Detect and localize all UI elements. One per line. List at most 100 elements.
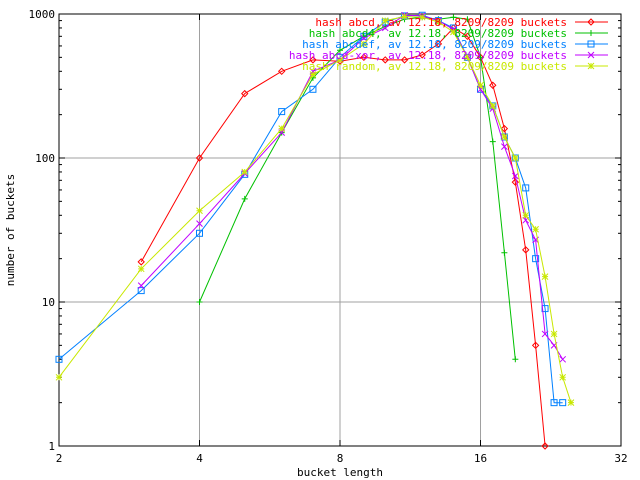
legend-label: hash abcdef, av 12.18, 8209/8209 buckets [302, 38, 567, 51]
data-point [501, 143, 508, 150]
data-point [511, 172, 519, 180]
data-point [277, 67, 286, 76]
y-axis-label: number of buckets [4, 174, 17, 287]
legend: hash abcd, av 12.18, 8209/8209 bucketsha… [289, 16, 608, 73]
data-point [477, 81, 484, 89]
x-tick-label: 2 [56, 452, 63, 465]
y-tick-label: 1 [48, 440, 55, 453]
data-point [531, 341, 540, 350]
y-tick-label: 10 [42, 296, 55, 309]
legend-label: hash random, av 12.18, 8209/8209 buckets [302, 60, 567, 73]
legend-marker [587, 18, 595, 26]
data-point [522, 246, 530, 254]
data-point [55, 373, 63, 381]
data-point [196, 207, 203, 215]
data-point [434, 40, 443, 48]
data-point [559, 373, 567, 381]
data-point [360, 34, 368, 42]
x-tick-label: 8 [337, 452, 344, 465]
data-point [381, 24, 389, 32]
data-point [336, 56, 344, 64]
data-point [511, 178, 520, 186]
data-point [360, 40, 368, 48]
data-point [489, 138, 496, 145]
data-point [489, 102, 497, 110]
data-point [360, 53, 368, 62]
data-point [477, 54, 484, 61]
data-point [337, 47, 343, 54]
data-point [241, 168, 249, 176]
data-point [55, 355, 63, 363]
data-point [278, 108, 286, 116]
data-point [137, 287, 145, 295]
data-point [501, 133, 508, 141]
data-point [309, 71, 317, 78]
data-point [541, 330, 549, 338]
data-point [532, 255, 540, 263]
data-point [196, 220, 203, 228]
data-point [464, 16, 471, 23]
data-point [381, 17, 389, 24]
x-axis-label: bucket length [297, 466, 383, 479]
data-point [196, 299, 203, 305]
legend-label: hash abcd-xor, av 12.18, 8209/8209 bucke… [289, 49, 567, 62]
data-point [559, 355, 567, 363]
data-point [559, 399, 567, 407]
legend-marker [587, 62, 595, 70]
data-point [550, 330, 558, 338]
legend-entry-4: hash abcd-xor, av 12.18, 8209/8209 bucke… [289, 49, 608, 62]
x-tick-label: 4 [196, 452, 203, 465]
legend-marker [588, 30, 594, 36]
legend-entry-5: hash random, av 12.18, 8209/8209 buckets [302, 60, 608, 73]
x-tick-label: 16 [474, 452, 487, 465]
data-point [400, 56, 409, 64]
legend-marker [587, 51, 595, 59]
legend-entry-1: hash abcd, av 12.18, 8209/8209 buckets [315, 16, 608, 29]
y-tick-label: 1000 [29, 8, 56, 21]
data-point [450, 28, 457, 36]
axis-ticks: 2 4 8 16 32 1 10 100 1000 [29, 8, 628, 465]
data-point [195, 154, 204, 162]
data-point [511, 154, 519, 162]
data-point [450, 14, 457, 21]
data-point [241, 195, 248, 202]
data-point [401, 13, 408, 20]
data-point [522, 184, 530, 192]
data-point [550, 399, 558, 407]
series-line [140, 27, 546, 447]
series-lines [55, 11, 575, 450]
data-point [522, 211, 530, 219]
data-point [435, 18, 442, 26]
grid [59, 14, 621, 446]
data-point [137, 265, 145, 273]
legend-marker [587, 40, 595, 48]
x-tick-label: 32 [614, 452, 627, 465]
legend-label: hash abcd4, av 12.18, 8209/8209 buckets [309, 27, 567, 40]
data-point [489, 81, 497, 89]
data-point [567, 399, 575, 407]
data-point [541, 273, 549, 280]
legend-label: hash abcd, av 12.18, 8209/8209 buckets [315, 16, 567, 29]
series-5 [55, 13, 575, 407]
legend-entry-2: hash abcd4, av 12.18, 8209/8209 buckets [309, 27, 608, 40]
data-point [137, 282, 145, 289]
data-point [309, 56, 317, 64]
data-point [278, 125, 286, 132]
data-point [241, 89, 249, 98]
data-point [501, 249, 508, 256]
data-point [418, 13, 426, 21]
data-point [381, 56, 389, 64]
data-point [196, 229, 203, 237]
data-point [418, 51, 426, 59]
legend-entry-3: hash abcdef, av 12.18, 8209/8209 buckets [302, 38, 608, 51]
data-point [541, 442, 549, 450]
data-point [463, 32, 472, 41]
data-point [309, 85, 317, 93]
data-point [464, 53, 471, 61]
data-point [532, 225, 539, 233]
series-1 [137, 24, 549, 450]
data-point [500, 124, 509, 133]
y-tick-label: 100 [35, 152, 55, 165]
series-line [58, 16, 572, 403]
